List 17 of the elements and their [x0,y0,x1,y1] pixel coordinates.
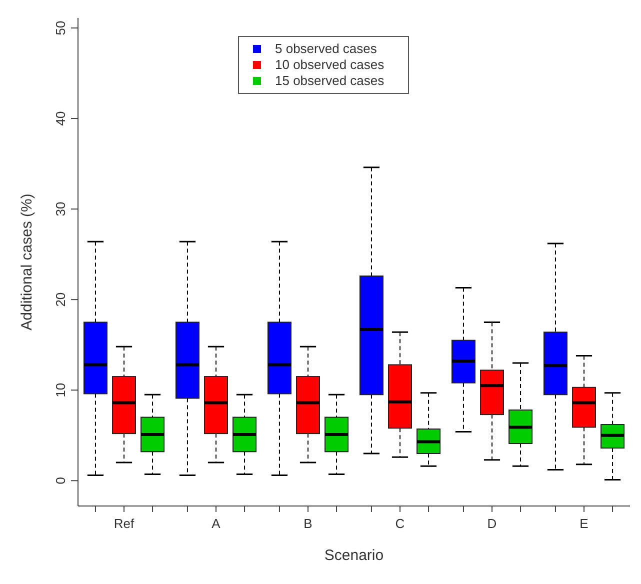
y-tick-label: 0 [53,477,68,484]
x-tick-label: E [580,516,589,531]
y-tick-label: 10 [53,382,68,398]
y-tick-label: 50 [53,20,68,36]
x-axis-title: Scenario [324,547,384,564]
x-tick-label: D [487,516,497,531]
y-axis-title: Additional cases (%) [18,194,36,330]
x-tick-label: C [395,516,405,531]
y-tick-label: 40 [53,111,68,126]
y-tick-label: 20 [53,292,68,307]
legend-label: 15 observed cases [275,73,384,88]
legend-label: 5 observed cases [275,41,377,56]
x-tick-label: Ref [114,516,134,531]
x-tick-label: A [212,516,221,531]
legend-label: 10 observed cases [275,57,384,72]
x-tick-label: B [304,516,312,531]
y-tick-label: 30 [53,202,68,216]
